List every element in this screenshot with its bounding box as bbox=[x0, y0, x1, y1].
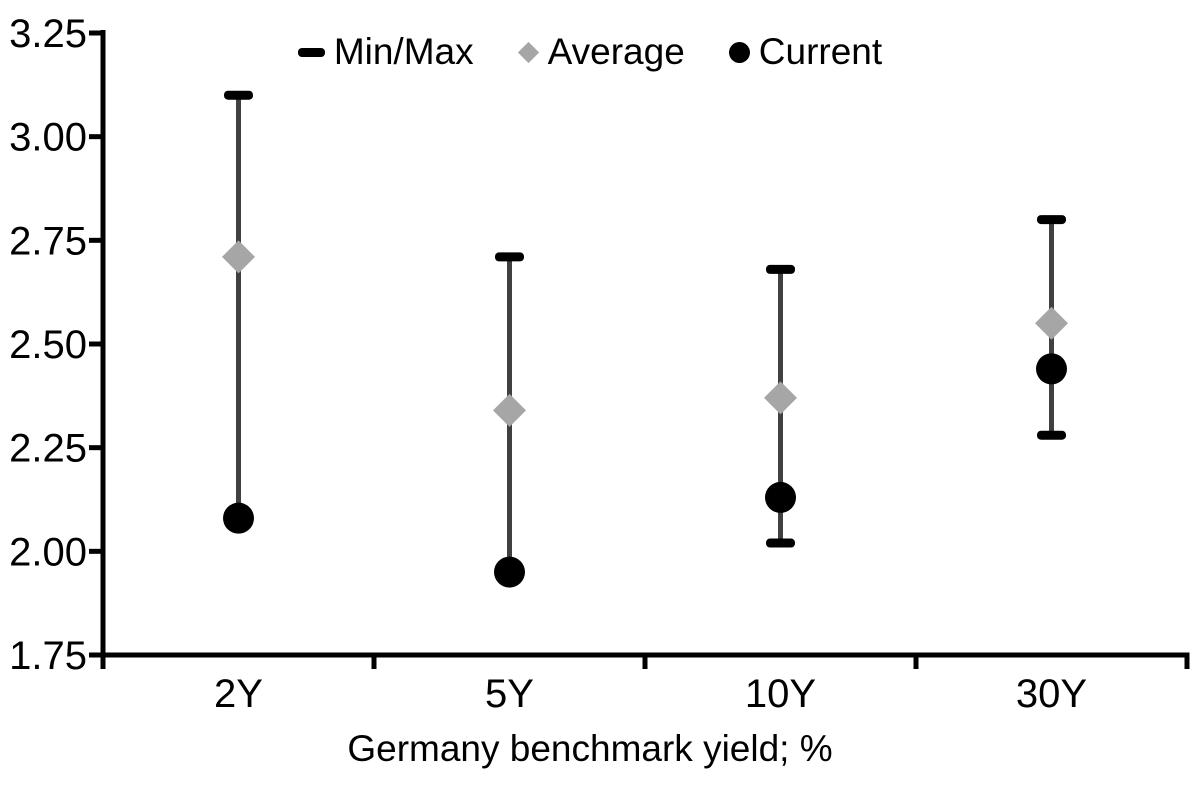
y-tick-label: 2.25 bbox=[9, 427, 87, 471]
y-tick-label: 2.75 bbox=[9, 219, 87, 263]
y-tick-label: 3.25 bbox=[9, 12, 87, 56]
y-tick-label: 2.00 bbox=[9, 530, 87, 574]
minmax-dash-icon bbox=[297, 47, 325, 57]
y-tick-label: 3.00 bbox=[9, 116, 87, 160]
average-marker-2Y bbox=[222, 240, 255, 274]
average-marker-5Y bbox=[493, 393, 526, 427]
y-tick-label: 1.75 bbox=[9, 634, 87, 678]
legend-label-minmax: Min/Max bbox=[333, 31, 474, 72]
current-circle-icon bbox=[728, 41, 750, 63]
legend-label-average: Average bbox=[547, 31, 685, 72]
legend: Min/Max Average Current bbox=[0, 30, 1180, 74]
current-marker-2Y bbox=[223, 502, 254, 534]
range-min-cap-30Y bbox=[1037, 430, 1066, 440]
range-max-cap-5Y bbox=[495, 252, 524, 262]
legend-item-minmax: Min/Max bbox=[297, 30, 474, 74]
x-category-label-2Y: 2Y bbox=[214, 672, 263, 716]
legend-item-current: Current bbox=[728, 30, 883, 74]
range-min-cap-10Y bbox=[766, 538, 795, 548]
average-marker-30Y bbox=[1035, 306, 1068, 340]
average-diamond-icon bbox=[517, 41, 539, 63]
range-max-cap-2Y bbox=[224, 90, 253, 100]
legend-label-current: Current bbox=[758, 31, 883, 72]
x-category-label-10Y: 10Y bbox=[745, 672, 816, 716]
average-marker-10Y bbox=[764, 381, 797, 415]
x-category-label-30Y: 30Y bbox=[1016, 672, 1087, 716]
range-max-cap-30Y bbox=[1037, 215, 1066, 225]
range-max-cap-10Y bbox=[766, 264, 795, 274]
y-tick-label: 2.50 bbox=[9, 323, 87, 367]
legend-item-average: Average bbox=[517, 30, 685, 74]
x-axis-title: Germany benchmark yield; % bbox=[347, 728, 833, 769]
x-category-label-5Y: 5Y bbox=[485, 672, 534, 716]
current-marker-30Y bbox=[1036, 353, 1067, 385]
current-marker-5Y bbox=[494, 556, 525, 588]
current-marker-10Y bbox=[765, 481, 796, 513]
